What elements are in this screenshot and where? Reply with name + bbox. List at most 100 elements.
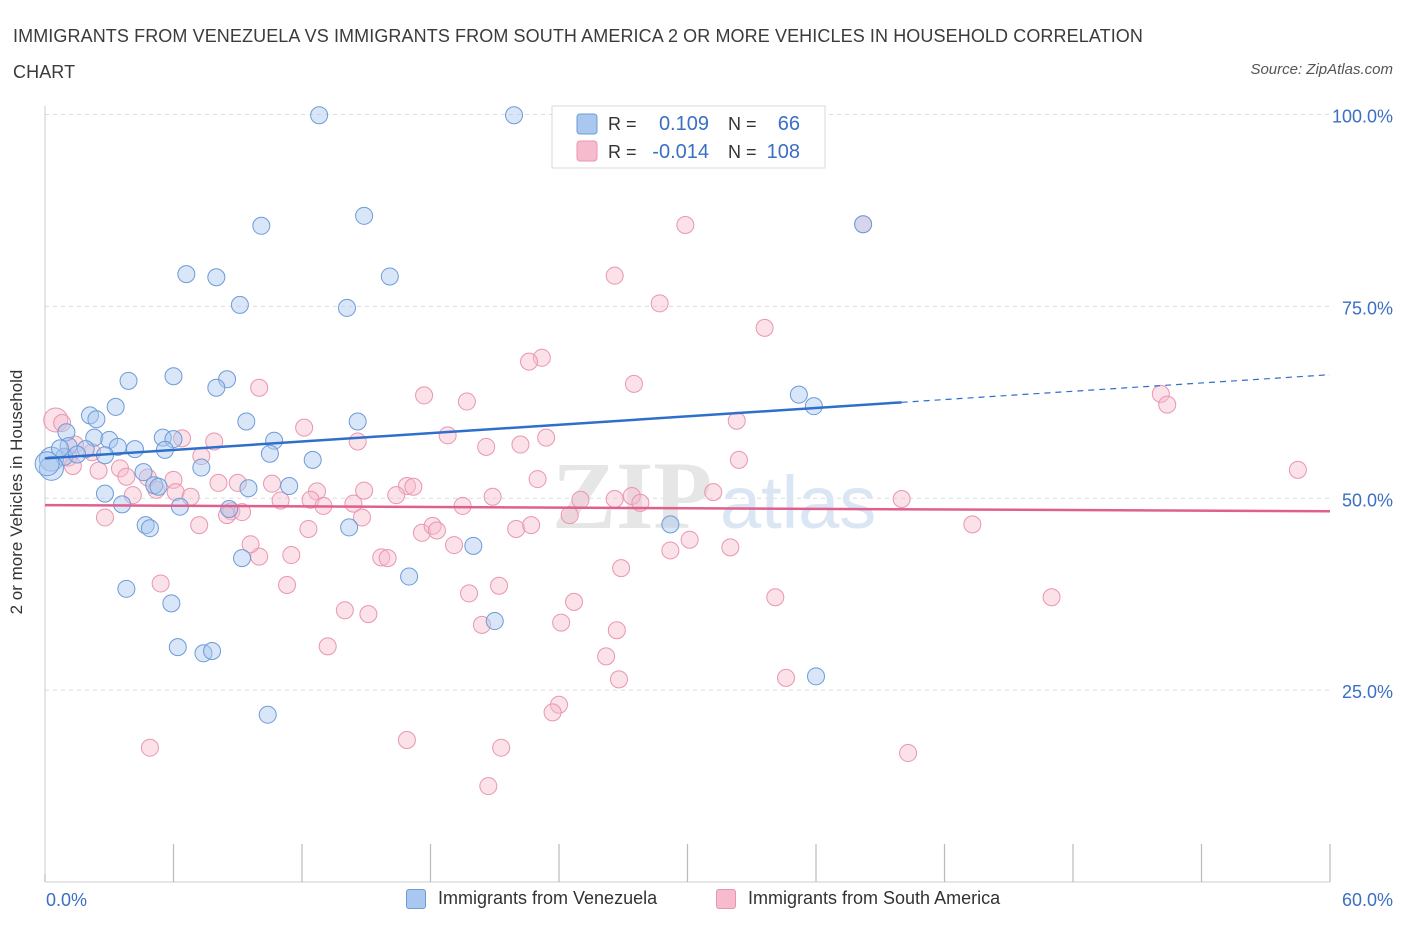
venezuela-point bbox=[252, 216, 271, 235]
bottom-legend-swatch-south-america bbox=[716, 888, 736, 909]
watermark-zip: ZIP bbox=[552, 442, 712, 549]
south-america-point bbox=[661, 541, 680, 560]
grid-lines bbox=[45, 114, 1330, 691]
south-america-point bbox=[318, 637, 337, 656]
venezuela-point bbox=[854, 215, 873, 234]
south-america-point bbox=[729, 450, 748, 469]
south-america-point bbox=[560, 506, 579, 525]
south-america-point bbox=[348, 432, 367, 451]
axes bbox=[44, 106, 1331, 883]
venezuela-point bbox=[280, 476, 299, 495]
south-america-point bbox=[892, 490, 911, 509]
venezuela-point bbox=[76, 440, 95, 459]
south-america-point bbox=[490, 576, 509, 595]
south-america-point bbox=[571, 490, 590, 509]
venezuela-point bbox=[340, 518, 359, 537]
venezuela-point bbox=[149, 477, 168, 496]
legend-r-label-south-america: R = bbox=[608, 142, 637, 162]
venezuela-point bbox=[258, 705, 277, 724]
venezuela-point bbox=[400, 567, 419, 586]
legend-n-label-south-america: N = bbox=[728, 142, 757, 162]
legend-n-label-venezuela: N = bbox=[728, 114, 757, 134]
y-tick-label: 100.0% bbox=[1332, 107, 1393, 127]
venezuela-point bbox=[310, 106, 329, 125]
venezuela-point bbox=[380, 267, 399, 286]
y-tick-label: 25.0% bbox=[1342, 682, 1393, 702]
legend-r-value-venezuela: 0.109 bbox=[659, 113, 709, 135]
venezuela-point bbox=[485, 612, 504, 631]
south-america-point bbox=[250, 378, 269, 397]
south-america-point bbox=[372, 548, 391, 567]
bottom-legend-item-south-america: Immigrants from South America bbox=[716, 888, 1000, 909]
south-america-point bbox=[507, 519, 526, 538]
south-america-point bbox=[352, 508, 371, 527]
watermark-atlas: atlas bbox=[720, 461, 876, 544]
legend-r-label-venezuela: R = bbox=[608, 114, 637, 134]
legend-swatch-venezuela bbox=[576, 113, 598, 135]
south-america-point bbox=[228, 473, 247, 492]
south-america-point bbox=[624, 374, 643, 393]
south-america-point bbox=[147, 480, 166, 499]
south-america-point bbox=[166, 483, 185, 502]
south-america-point bbox=[117, 467, 136, 486]
south-america-point bbox=[404, 477, 423, 496]
south-america-point bbox=[607, 621, 626, 640]
south-america-point bbox=[680, 530, 699, 549]
y-tick-labels: 100.0% 75.0% 50.0% 25.0% bbox=[1332, 107, 1393, 703]
venezuela-point bbox=[260, 444, 279, 463]
south-america-point bbox=[387, 486, 406, 505]
south-america-point bbox=[415, 386, 434, 405]
south-america-point bbox=[355, 481, 374, 500]
south-america-point bbox=[1151, 384, 1170, 403]
bottom-legend: Immigrants from Venezuela Immigrants fro… bbox=[0, 888, 1406, 916]
south-america-point bbox=[492, 738, 511, 757]
south-america-point bbox=[263, 474, 282, 493]
south-america-point bbox=[457, 392, 476, 411]
south-america-point bbox=[550, 695, 568, 714]
south-america-point bbox=[766, 588, 785, 607]
legend-swatch-south-america bbox=[576, 140, 598, 162]
south-america-point bbox=[520, 352, 539, 371]
venezuela-point bbox=[87, 410, 106, 429]
south-america-point bbox=[899, 744, 918, 763]
south-america-point bbox=[299, 519, 318, 538]
y-tick-label: 75.0% bbox=[1342, 298, 1393, 318]
venezuela-point bbox=[207, 268, 226, 287]
bottom-legend-swatch-venezuela bbox=[406, 888, 426, 909]
trend-line-venezuela-extension bbox=[901, 374, 1331, 403]
south-america-point bbox=[397, 731, 416, 750]
south-america-point bbox=[427, 521, 446, 540]
venezuela-point bbox=[119, 371, 138, 390]
trend-line-venezuela bbox=[44, 401, 902, 460]
south-america-point bbox=[1288, 460, 1307, 479]
south-america-point bbox=[605, 490, 624, 509]
south-america-point bbox=[479, 777, 498, 796]
south-america-point bbox=[543, 703, 562, 722]
venezuela-point bbox=[203, 641, 222, 660]
venezuela-point bbox=[162, 594, 181, 613]
south-america-point bbox=[140, 738, 159, 757]
south-america-point bbox=[704, 483, 723, 502]
venezuela-point bbox=[303, 450, 322, 469]
south-america-point bbox=[190, 516, 209, 535]
bottom-legend-item-venezuela: Immigrants from Venezuela bbox=[406, 888, 657, 909]
venezuela-point bbox=[239, 479, 258, 498]
south-america-point bbox=[777, 668, 796, 687]
south-america-point bbox=[564, 592, 583, 611]
south-america-point bbox=[528, 470, 547, 489]
south-america-point bbox=[597, 647, 616, 666]
venezuela-point bbox=[807, 667, 825, 686]
south-america-point bbox=[522, 516, 541, 535]
trend-lines bbox=[44, 374, 1331, 513]
venezuela-point bbox=[337, 298, 356, 317]
south-america-point bbox=[241, 535, 260, 554]
venezuela-point bbox=[95, 484, 114, 503]
venezuela-point bbox=[804, 397, 823, 416]
venezuela-point bbox=[789, 385, 808, 404]
south-america-point bbox=[511, 435, 530, 454]
south-america-point bbox=[151, 574, 170, 593]
venezuela-point bbox=[207, 378, 226, 397]
venezuela-point bbox=[125, 440, 144, 459]
legend-n-value-south-america: 108 bbox=[767, 141, 800, 163]
legend-r-value-south-america: -0.014 bbox=[652, 141, 709, 163]
